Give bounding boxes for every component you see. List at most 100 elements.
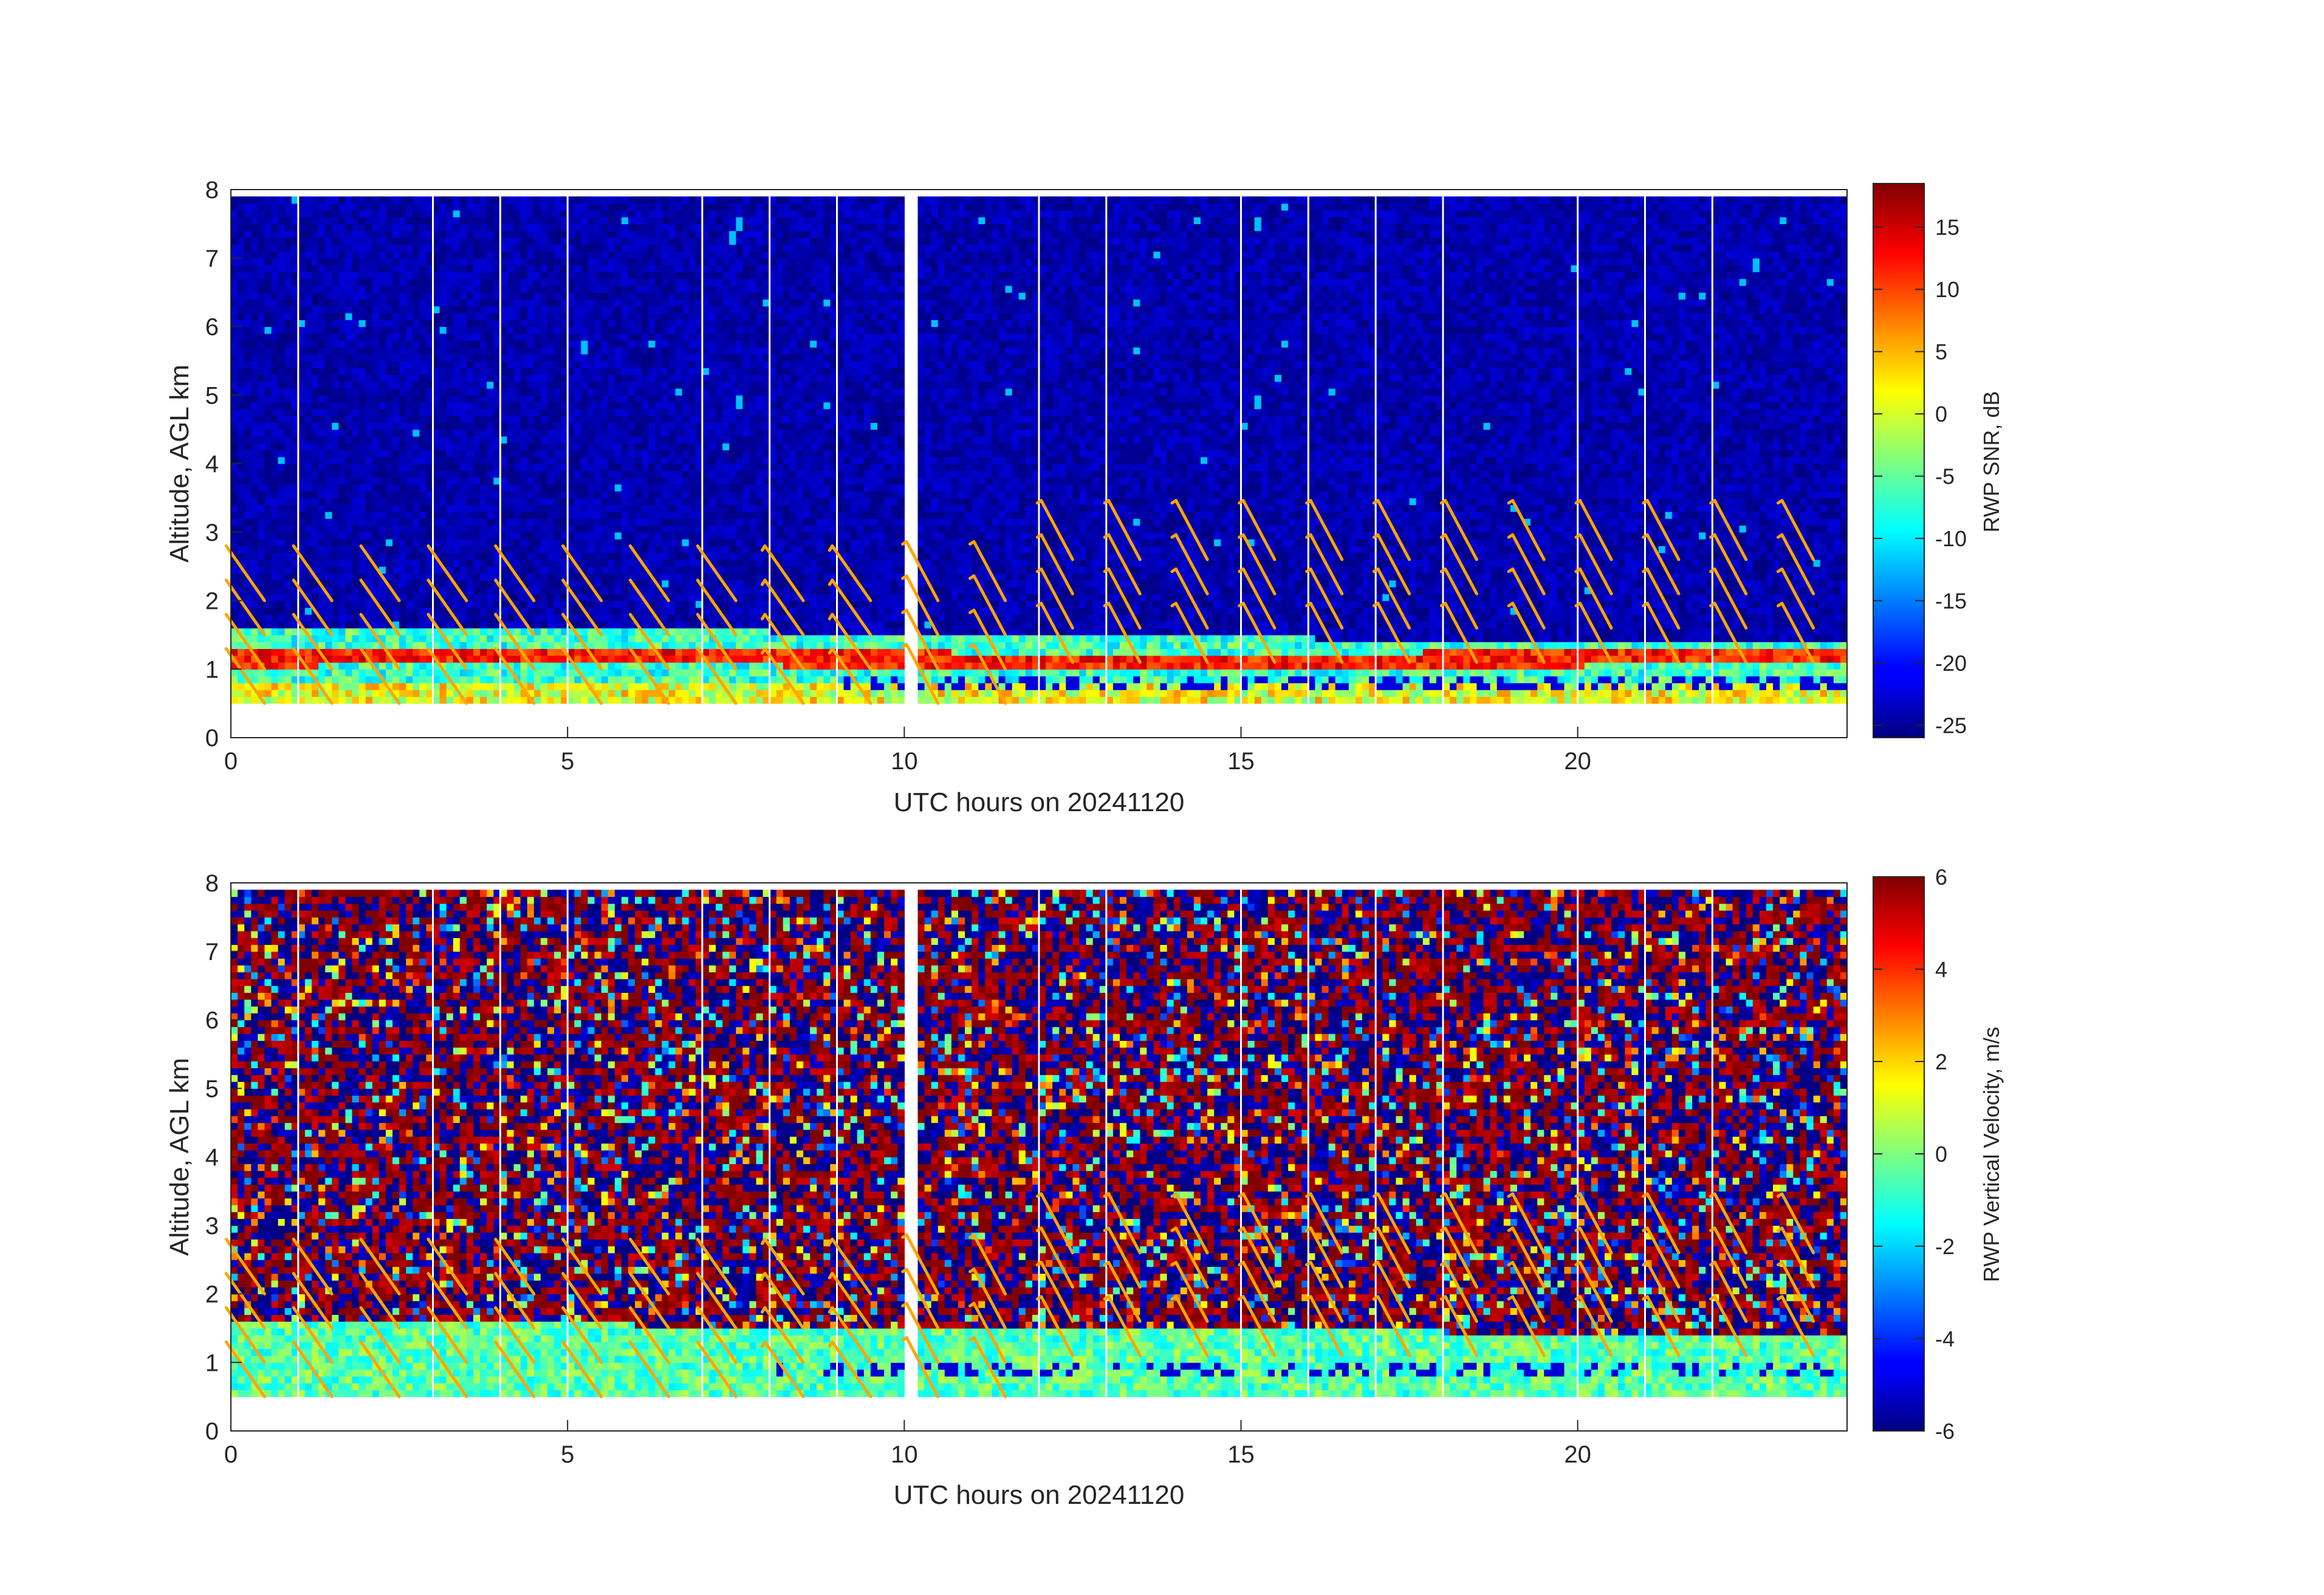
heatmap-cell xyxy=(379,594,386,601)
heatmap-cell xyxy=(622,286,629,293)
heatmap-cell xyxy=(467,347,474,354)
heatmap-cell xyxy=(332,648,339,656)
heatmap-cell xyxy=(507,347,514,354)
heatmap-cell xyxy=(676,361,683,368)
heatmap-cell xyxy=(386,642,393,649)
heatmap-cell xyxy=(547,443,555,450)
heatmap-cell xyxy=(554,594,561,601)
heatmap-cell xyxy=(554,334,561,341)
heatmap-cell xyxy=(473,416,481,423)
heatmap-cell xyxy=(352,320,360,327)
heatmap-cell xyxy=(622,334,629,341)
heatmap-cell xyxy=(628,450,636,458)
heatmap-cell xyxy=(453,526,461,533)
heatmap-cell xyxy=(635,409,642,416)
heatmap-cell xyxy=(460,478,467,485)
heatmap-cell xyxy=(642,252,649,259)
heatmap-cell xyxy=(648,518,656,526)
heatmap-cell xyxy=(588,382,595,389)
heatmap-cell xyxy=(635,320,642,327)
heatmap-cell xyxy=(440,457,447,464)
heatmap-cell xyxy=(278,505,286,512)
heatmap-cell xyxy=(567,478,575,485)
heatmap-cell xyxy=(662,518,669,526)
heatmap-cell xyxy=(325,518,332,526)
heatmap-cell xyxy=(622,210,629,218)
heatmap-cell xyxy=(419,498,427,505)
heatmap-cell xyxy=(264,217,272,224)
heatmap-cell xyxy=(453,210,461,218)
heatmap-cell xyxy=(406,566,413,574)
heatmap-cell xyxy=(433,217,440,224)
heatmap-cell xyxy=(406,272,413,279)
heatmap-cell xyxy=(338,621,346,628)
heatmap-cell xyxy=(338,539,346,546)
heatmap-cell xyxy=(338,573,346,580)
heatmap-cell xyxy=(406,662,413,670)
heatmap-cell xyxy=(244,231,252,238)
heatmap-cell xyxy=(440,532,447,540)
heatmap-cell xyxy=(231,347,238,354)
heatmap-cell xyxy=(278,334,286,341)
heatmap-cell xyxy=(635,642,642,649)
heatmap-cell xyxy=(386,368,393,375)
heatmap-cell xyxy=(567,464,575,471)
heatmap-cell xyxy=(345,313,352,320)
heatmap-cell xyxy=(318,210,326,218)
heatmap-cell xyxy=(480,334,487,341)
heatmap-cell xyxy=(278,292,286,300)
heatmap-cell xyxy=(440,340,447,348)
heatmap-cell xyxy=(567,354,575,362)
heatmap-cell xyxy=(372,306,380,314)
heatmap-cell xyxy=(413,361,420,368)
heatmap-cell xyxy=(602,388,609,396)
heatmap-cell xyxy=(622,526,629,533)
heatmap-cell xyxy=(278,484,286,492)
heatmap-cell xyxy=(318,265,326,272)
heatmap-cell xyxy=(642,292,649,300)
heatmap-cell xyxy=(567,210,575,218)
heatmap-cell xyxy=(386,594,393,601)
heatmap-cell xyxy=(453,642,461,649)
heatmap-cell xyxy=(338,361,346,368)
heatmap-cell xyxy=(668,676,676,684)
heatmap-cell xyxy=(682,470,690,478)
heatmap-cell xyxy=(648,491,656,498)
heatmap-cell xyxy=(514,354,521,362)
heatmap-cell xyxy=(305,409,312,416)
heatmap-cell xyxy=(615,505,622,512)
heatmap-cell xyxy=(588,422,595,430)
heatmap-cell xyxy=(648,402,656,410)
heatmap-cell xyxy=(345,676,352,684)
heatmap-cell xyxy=(635,573,642,580)
heatmap-cell xyxy=(285,491,292,498)
heatmap-cell xyxy=(305,539,312,546)
heatmap-cell xyxy=(622,272,629,279)
heatmap-cell xyxy=(447,546,454,553)
heatmap-cell xyxy=(628,258,636,266)
heatmap-cell xyxy=(682,580,690,588)
heatmap-cell xyxy=(352,443,360,450)
heatmap-cell xyxy=(352,470,360,478)
heatmap-cell xyxy=(615,244,622,252)
heatmap-cell xyxy=(332,457,339,464)
heatmap-cell xyxy=(231,478,238,485)
heatmap-cell xyxy=(440,382,447,389)
heatmap-cell xyxy=(676,526,683,533)
heatmap-cell xyxy=(251,498,258,505)
heatmap-cell xyxy=(399,498,406,505)
heatmap-cell xyxy=(514,361,521,368)
heatmap-cell xyxy=(318,601,326,608)
heatmap-cell xyxy=(567,642,575,649)
heatmap-cell xyxy=(467,608,474,615)
heatmap-cell xyxy=(602,648,609,656)
heatmap-cell xyxy=(541,614,548,622)
heatmap-cell xyxy=(312,498,319,505)
heatmap-cell xyxy=(574,512,581,519)
heatmap-cell xyxy=(312,422,319,430)
heatmap-cell xyxy=(318,539,326,546)
heatmap-cell xyxy=(668,614,676,622)
heatmap-cell xyxy=(440,505,447,512)
heatmap-cell xyxy=(554,409,561,416)
heatmap-cell xyxy=(541,258,548,266)
